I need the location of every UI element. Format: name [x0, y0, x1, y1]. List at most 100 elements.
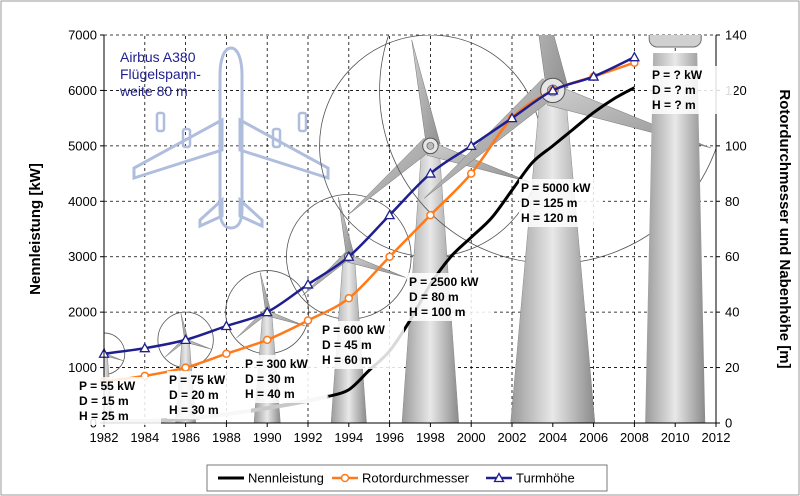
tower-point-2002	[506, 112, 518, 123]
y-tick-label-3000: 3000	[68, 249, 97, 264]
x-tick-label-1990: 1990	[253, 430, 282, 445]
x-tick-label-1998: 1998	[416, 430, 445, 445]
airplane-left-tail	[198, 196, 224, 229]
legend-label-3: Turmhöhe	[516, 471, 575, 486]
plane-label: Airbus A380 Flügelspann-weite 80 m	[119, 49, 201, 99]
annotation-line-1998-1: P = 2500 kW	[409, 275, 479, 289]
y-axis-title: Nennleistung [kW]	[27, 163, 44, 295]
airplane-right-tail	[238, 196, 264, 229]
annotation-1982: P = 55 kWD = 15 mH = 25 m	[77, 377, 161, 425]
annotation-2004: P = 5000 kWD = 125 mH = 120 m	[519, 179, 603, 227]
annotation-line-2010-3: H = ? m	[652, 98, 696, 112]
y-tick-label-1000: 1000	[68, 360, 97, 375]
turbine-hub-center-1998	[426, 142, 435, 150]
y2-tick-label-80: 80	[725, 194, 739, 209]
rotor-point-1986	[181, 363, 190, 372]
annotation-line-1986-2: D = 20 m	[169, 388, 219, 402]
data-series	[98, 51, 641, 424]
annotations: P = 55 kWD = 15 mH = 25 mP = 75 kWD = 20…	[77, 66, 734, 425]
airplane-icon	[132, 46, 330, 230]
airplane-engine-4	[297, 111, 308, 133]
annotation-1994: P = 600 kWD = 45 mH = 60 m	[320, 321, 404, 369]
rotor-point-1998	[426, 210, 435, 220]
turbine-blade-1982-2	[104, 352, 124, 361]
x-tick-label-2000: 2000	[457, 430, 486, 445]
annotation-bg-2004	[519, 179, 603, 227]
annotation-line-2004-1: P = 5000 kW	[521, 181, 591, 195]
turbine-nacelle-2010	[648, 35, 702, 48]
annotation-line-1994-1: P = 600 kW	[322, 323, 385, 337]
plane-label-line-3: weite 80 m	[119, 83, 188, 99]
x-tick-label-2006: 2006	[579, 430, 608, 445]
rotor-point-1988	[222, 349, 231, 358]
airplane-engine-1	[155, 111, 166, 133]
annotation-1990: P = 300 kWD = 30 mH = 40 m	[243, 355, 327, 403]
annotation-line-2010-1: P = ? kW	[652, 68, 703, 82]
legend-marker-2	[340, 473, 350, 483]
y-tick-label-4000: 4000	[68, 194, 97, 209]
x-tick-label-1994: 1994	[334, 430, 363, 445]
y2-axis-title: Rotordurchmesser und Nabenhöhe [m]	[776, 89, 793, 368]
tower-point-2004	[547, 84, 559, 95]
y2-tick-label-40: 40	[725, 305, 739, 320]
y2-tick-label-100: 100	[725, 138, 747, 153]
annotation-line-1990-2: D = 30 m	[245, 372, 295, 386]
x-tick-label-1986: 1986	[171, 430, 200, 445]
tower-point-2000	[465, 140, 477, 151]
tower-point-1984	[139, 342, 151, 353]
legend-label-2: Rotordurchmesser	[362, 471, 470, 486]
x-tick-label-1996: 1996	[375, 430, 404, 445]
tower-point-1994	[343, 250, 355, 261]
annotation-line-1982-2: D = 15 m	[79, 394, 129, 408]
y2-tick-label-140: 140	[725, 28, 747, 43]
airplane-right-wing	[238, 117, 330, 181]
airplane-engine-3	[271, 127, 282, 149]
rotor-point-1992	[303, 316, 313, 325]
legend-label-1: Nennleistung	[248, 471, 324, 486]
airplane-fuselage	[218, 46, 244, 230]
tower-point-1998	[424, 167, 437, 178]
y2-tick-label-0: 0	[725, 416, 732, 431]
plane-label-line-2: Flügelspann-	[120, 66, 201, 82]
annotation-bg-2010	[650, 66, 734, 114]
annotation-2010: P = ? kWD = ? mH = ? m	[650, 66, 734, 114]
y-tick-label-6000: 6000	[68, 83, 97, 98]
tower-point-2006	[587, 70, 600, 81]
turbine-tower-2010	[645, 53, 706, 423]
tower-point-1996	[383, 209, 396, 220]
annotation-line-2004-3: H = 120 m	[521, 211, 577, 225]
annotation-line-1990-3: H = 40 m	[245, 387, 295, 401]
annotation-1998: P = 2500 kWD = 80 mH = 100 m	[407, 273, 491, 321]
y-tick-label-5000: 5000	[68, 138, 97, 153]
x-tick-label-2010: 2010	[661, 430, 690, 445]
y2-tick-label-20: 20	[725, 360, 739, 375]
annotation-line-2010-2: D = ? m	[652, 83, 696, 97]
x-tick-label-2002: 2002	[498, 430, 527, 445]
annotation-line-1998-2: D = 80 m	[409, 290, 459, 304]
annotation-line-1986-3: H = 30 m	[169, 403, 219, 417]
tower-point-1986	[179, 334, 192, 345]
rotor-point-1996	[385, 252, 394, 261]
tower-point-1992	[302, 278, 314, 289]
rotor-point-1994	[344, 294, 354, 303]
legend-box	[206, 464, 608, 492]
annotation-line-1994-2: D = 45 m	[322, 338, 372, 352]
annotation-line-1982-3: H = 25 m	[79, 409, 129, 423]
y2-tick-label-60: 60	[725, 249, 739, 264]
rotor-point-1990	[262, 335, 272, 345]
x-tick-label-2008: 2008	[620, 430, 649, 445]
x-tick-label-1992: 1992	[294, 430, 323, 445]
tower-point-1990	[261, 306, 273, 317]
airplane-left-wing	[132, 117, 224, 181]
x-tick-label-2012: 2012	[702, 430, 731, 445]
tower-point-2008	[628, 51, 641, 62]
annotation-bg-1994	[320, 321, 404, 369]
x-tick-label-1988: 1988	[212, 430, 241, 445]
annotation-bg-1982	[77, 377, 161, 425]
annotation-bg-1998	[407, 273, 491, 321]
legend: Nennleistung Rotordurchmesser Turmhöhe	[206, 464, 608, 492]
annotation-line-2004-2: D = 125 m	[521, 196, 577, 210]
annotation-line-1982-1: P = 55 kW	[79, 379, 136, 393]
plane-label-line-1: Airbus A380	[120, 49, 196, 65]
